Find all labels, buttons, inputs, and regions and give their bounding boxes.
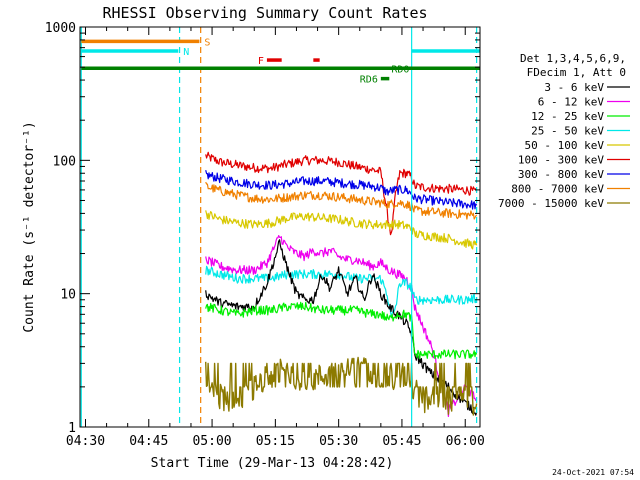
y-tick-label-3: 1000 — [45, 21, 76, 36]
legend-header-detectors: Det 1,3,4,5,6,9, — [520, 52, 626, 65]
x-tick-label-2: 05:00 — [192, 434, 231, 449]
series-group — [205, 151, 478, 417]
x-tick-label-5: 05:45 — [382, 434, 421, 449]
legend-label-100-300-kev: 100 - 300 keV — [518, 154, 604, 167]
legend-label-800-7000-kev: 800 - 7000 keV — [511, 183, 604, 196]
x-axis-label: Start Time (29-Mar-13 04:28:42) — [151, 456, 394, 471]
x-tick-label-6: 06:00 — [446, 434, 485, 449]
plot-frame — [79, 26, 481, 428]
legend-label-300-800-kev: 300 - 800 keV — [518, 168, 604, 181]
chart-title: RHESSI Observing Summary Count Rates — [102, 4, 427, 22]
series-line-6-12-kev — [205, 170, 478, 210]
legend-header-decimation: FDecim 1, Att 0 — [527, 66, 626, 79]
y-tick-label-1: 10 — [60, 288, 76, 303]
flag-label-s: S — [204, 37, 210, 48]
vertical-marker-lines — [80, 27, 478, 427]
y-axis-label: Count Rate (s⁻¹ detector⁻¹) — [22, 121, 37, 332]
axes: 04:30 04:45 05:00 05:15 05:30 05:45 06:00 1 10 10… — [45, 21, 485, 449]
y-tick-label-0: 1 — [68, 421, 76, 436]
legend-label-12-25-kev: 12 - 25 keV — [531, 110, 604, 123]
series-line-50-100-kev — [205, 235, 477, 417]
x-tick-label-4: 05:30 — [319, 434, 358, 449]
legend: Det 1,3,4,5,6,9, FDecim 1, Att 0 3 - 6 k… — [498, 52, 630, 210]
flag-label-n: N — [183, 47, 189, 58]
legend-label-50-100-kev: 50 - 100 keV — [525, 139, 605, 152]
flag-label-rd6: RD6 — [360, 75, 378, 86]
x-tick-label-1: 04:45 — [129, 434, 168, 449]
footer-timestamp: 24-Oct-2021 07:54 — [552, 468, 634, 477]
series-line-3-6-kev — [205, 151, 478, 236]
flag-label-rd0: RD0 — [391, 64, 409, 75]
y-tick-label-2: 100 — [53, 154, 76, 169]
flag-bars: S N F RD0 RD6 — [81, 37, 480, 86]
legend-label-6-12-kev: 6 - 12 keV — [538, 96, 605, 109]
series-line-7000-15000-kev — [205, 356, 478, 416]
x-tick-label-3: 05:15 — [256, 434, 295, 449]
legend-label-7000-15000-kev: 7000 - 15000 keV — [498, 197, 604, 210]
legend-label-3-6-kev: 3 - 6 keV — [544, 81, 604, 94]
flag-label-f: F — [258, 56, 264, 67]
series-line-12-25-kev — [205, 181, 478, 220]
legend-label-25-50-kev: 25 - 50 keV — [531, 125, 604, 138]
series-line-800-7000-kev — [205, 301, 478, 360]
x-tick-label-0: 04:30 — [66, 434, 105, 449]
series-line-25-50-kev — [205, 210, 478, 250]
